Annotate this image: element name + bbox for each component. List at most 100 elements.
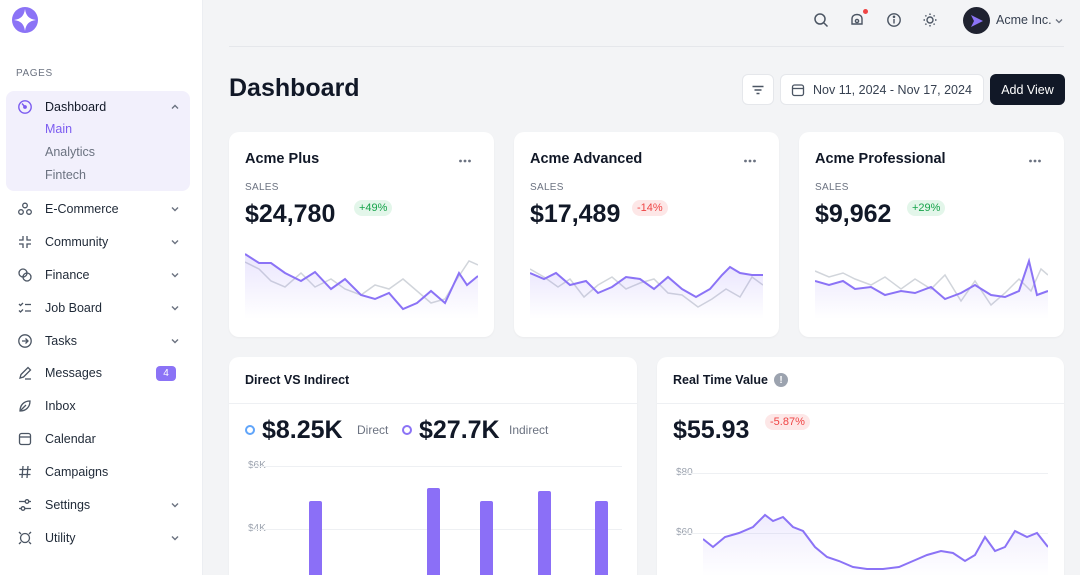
direct-label: Direct bbox=[357, 423, 389, 437]
avatar-logo-icon bbox=[970, 14, 983, 27]
campaigns-icon bbox=[16, 463, 34, 481]
card-title: Acme Advanced bbox=[530, 151, 643, 167]
add-view-button[interactable]: Add View bbox=[990, 74, 1065, 105]
chevron-down-icon bbox=[169, 335, 181, 347]
card-sales-label: SALES bbox=[245, 182, 279, 193]
card-divider bbox=[657, 403, 1064, 404]
messages-count-badge: 4 bbox=[156, 366, 176, 381]
sidebar-item-label: Utility bbox=[45, 531, 76, 545]
utility-icon bbox=[16, 529, 34, 547]
card-value: $9,962 bbox=[815, 200, 892, 228]
page-title: Dashboard bbox=[229, 74, 360, 102]
date-range-picker[interactable]: Nov 11, 2024 - Nov 17, 2024 bbox=[780, 74, 984, 105]
sidebar-item-settings[interactable]: Settings bbox=[16, 494, 186, 516]
sidebar-item-label: Messages bbox=[45, 366, 102, 380]
sidebar-item-inbox[interactable]: Inbox bbox=[16, 395, 186, 417]
inbox-icon bbox=[16, 397, 34, 415]
sidebar-item-community[interactable]: Community bbox=[16, 231, 186, 253]
avatar[interactable] bbox=[963, 7, 990, 34]
sidebar: PAGES Dashboard Main Analytics Fintech E… bbox=[0, 0, 203, 575]
filter-icon bbox=[752, 85, 764, 94]
sparkline-chart bbox=[530, 265, 763, 319]
chevron-down-icon bbox=[169, 302, 181, 314]
card-title: Acme Professional bbox=[815, 151, 946, 167]
job-board-icon bbox=[16, 299, 34, 317]
sidebar-item-job-board[interactable]: Job Board bbox=[16, 297, 186, 319]
sidebar-subitem-main[interactable]: Main bbox=[45, 122, 73, 136]
chevron-down-icon bbox=[169, 532, 181, 544]
chevron-down-icon bbox=[169, 499, 181, 511]
notifications-icon[interactable] bbox=[848, 9, 868, 29]
company-name[interactable]: Acme Inc. bbox=[996, 13, 1052, 27]
sparkline-chart bbox=[245, 253, 478, 319]
gridline bbox=[676, 473, 1048, 474]
community-icon bbox=[16, 233, 34, 251]
sidebar-item-label: E-Commerce bbox=[45, 202, 119, 216]
sidebar-item-finance[interactable]: Finance bbox=[16, 264, 186, 286]
chart-bar bbox=[538, 491, 551, 575]
gridline bbox=[248, 466, 622, 467]
calendar-icon bbox=[16, 430, 34, 448]
gridline bbox=[676, 533, 1048, 534]
tasks-icon bbox=[16, 332, 34, 350]
sidebar-subitem-fintech[interactable]: Fintech bbox=[45, 168, 86, 182]
indirect-legend-dot bbox=[402, 425, 412, 435]
date-range-label: Nov 11, 2024 - Nov 17, 2024 bbox=[813, 82, 972, 97]
info-icon[interactable]: ! bbox=[774, 373, 788, 387]
card-divider bbox=[229, 403, 637, 404]
more-options-icon[interactable] bbox=[1028, 154, 1042, 168]
sidebar-item-label: Campaigns bbox=[45, 465, 109, 479]
card-value: $24,780 bbox=[245, 200, 336, 228]
search-icon[interactable] bbox=[812, 11, 830, 29]
sidebar-item-label: Tasks bbox=[45, 334, 77, 348]
sidebar-subitem-analytics[interactable]: Analytics bbox=[45, 145, 96, 159]
calendar-icon bbox=[791, 83, 805, 96]
dashboard-group bbox=[6, 91, 190, 191]
theme-toggle-sun-icon[interactable] bbox=[921, 11, 939, 29]
card-title: Acme Plus bbox=[245, 151, 320, 167]
sidebar-item-tasks[interactable]: Tasks bbox=[16, 330, 186, 352]
card-value: $17,489 bbox=[530, 200, 621, 228]
change-badge: +49% bbox=[354, 200, 393, 216]
top-divider bbox=[229, 46, 1064, 47]
sidebar-item-dashboard[interactable]: Dashboard bbox=[16, 96, 186, 118]
change-badge: -5.87% bbox=[765, 414, 810, 430]
sidebar-item-ecommerce[interactable]: E-Commerce bbox=[16, 198, 186, 220]
y-axis-tick: $6K bbox=[248, 460, 266, 471]
y-axis-tick: $80 bbox=[676, 467, 693, 478]
chevron-down-icon bbox=[169, 236, 181, 248]
dashboard-icon bbox=[16, 98, 34, 116]
y-axis-tick: $4K bbox=[248, 523, 266, 534]
brand-logo-icon[interactable] bbox=[11, 6, 39, 34]
sparkline-chart bbox=[815, 257, 1048, 319]
y-axis-tick: $60 bbox=[676, 527, 693, 538]
chart-bar bbox=[595, 500, 608, 575]
sidebar-item-label: Finance bbox=[45, 268, 90, 282]
more-options-icon[interactable] bbox=[743, 154, 757, 168]
finance-icon bbox=[16, 266, 34, 284]
change-badge: +29% bbox=[907, 200, 946, 216]
sidebar-item-label: Dashboard bbox=[45, 100, 107, 114]
stat-card-acme-professional: Acme Professional SALES $9,962 +29% bbox=[799, 132, 1064, 337]
chevron-down-icon[interactable] bbox=[1054, 16, 1064, 26]
filter-button[interactable] bbox=[742, 74, 774, 105]
stat-card-acme-advanced: Acme Advanced SALES $17,489 -14% bbox=[514, 132, 779, 337]
info-icon[interactable] bbox=[885, 11, 903, 29]
sidebar-item-campaigns[interactable]: Campaigns bbox=[16, 461, 186, 483]
sidebar-item-utility[interactable]: Utility bbox=[16, 527, 186, 549]
change-badge: -14% bbox=[632, 200, 668, 216]
sidebar-item-messages[interactable]: Messages 4 bbox=[16, 362, 186, 384]
direct-vs-indirect-card: Direct VS Indirect $8.25K Direct $27.7K … bbox=[229, 357, 637, 575]
sidebar-item-calendar[interactable]: Calendar bbox=[16, 428, 186, 450]
chart-bar bbox=[480, 500, 493, 575]
card-title: Direct VS Indirect bbox=[245, 373, 350, 387]
sidebar-item-label: Calendar bbox=[45, 432, 96, 446]
chevron-down-icon bbox=[169, 203, 181, 215]
real-time-value-card: Real Time Value ! $55.93 -5.87% $80 $60 bbox=[657, 357, 1064, 575]
real-time-line-chart bbox=[703, 513, 1048, 575]
more-options-icon[interactable] bbox=[458, 154, 472, 168]
card-sales-label: SALES bbox=[815, 182, 849, 193]
sidebar-item-label: Settings bbox=[45, 498, 91, 512]
sidebar-section-label: PAGES bbox=[16, 68, 53, 79]
sidebar-item-label: Job Board bbox=[45, 301, 102, 315]
